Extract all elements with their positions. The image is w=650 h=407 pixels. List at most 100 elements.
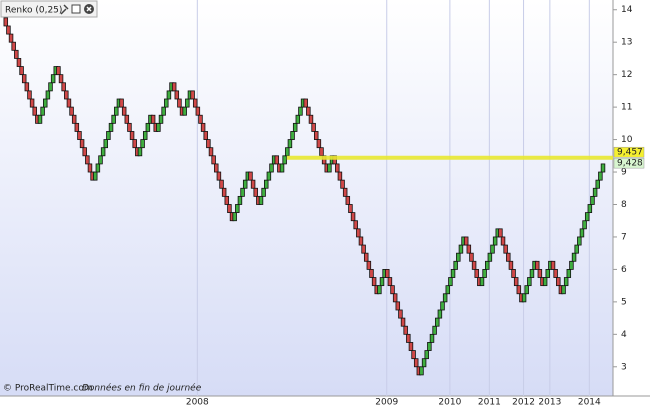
renko-brick [500,236,506,246]
renko-brick [261,187,266,197]
renko-brick [592,187,598,197]
renko-brick [363,252,369,262]
renko-brick [166,90,172,100]
renko-brick [482,269,487,278]
renko-brick [32,106,37,116]
renko-brick [424,350,429,360]
renko-brick [553,269,558,278]
renko-brick [48,82,53,92]
renko-brick [413,358,419,368]
y-tick-label: 10 [621,135,633,145]
renko-brick [129,131,135,140]
close-icon-x [86,6,92,12]
y-tick-label: 6 [621,265,627,275]
support-line [286,155,613,160]
renko-brick [206,139,211,149]
renko-brick [21,74,27,84]
renko-brick [390,285,395,295]
renko-brick [150,114,156,124]
renko-brick [600,163,606,173]
renko-brick [463,236,469,246]
renko-brick [566,269,572,278]
renko-brick [85,155,90,165]
renko-brick [440,301,445,311]
renko-brick [248,171,253,181]
y-tick-label: 14 [621,5,633,15]
renko-brick [45,90,51,100]
price-label: 9,428 [617,159,643,169]
renko-brick [208,147,214,157]
renko-brick [95,163,101,173]
renko-brick [177,98,182,108]
renko-brick [27,90,32,100]
renko-brick [316,139,322,149]
renko-brick [100,147,106,157]
renko-brick [69,106,74,116]
renko-brick [563,277,569,287]
renko-brick [161,106,166,116]
renko-brick [385,269,390,278]
renko-brick [142,131,148,140]
renko-brick [490,244,495,254]
renko-brick [487,252,493,262]
renko-brick [64,90,69,100]
y-tick-label: 7 [621,232,627,242]
renko-brick [366,260,372,270]
renko-brick [353,220,358,230]
renko-brick [485,260,490,270]
renko-brick [395,301,401,311]
renko-brick [587,204,593,214]
renko-brick [232,212,237,222]
renko-brick [403,325,408,335]
renko-brick [61,82,66,92]
renko-brick [450,269,456,278]
renko-brick [471,260,477,270]
renko-brick [164,98,169,108]
renko-brick [513,277,519,287]
renko-brick [377,285,382,295]
renko-brick [43,98,48,108]
renko-brick [421,358,427,368]
y-tick-label: 13 [621,38,632,48]
renko-brick [6,25,11,35]
renko-brick [240,187,245,197]
renko-brick [419,366,424,376]
renko-brick [50,74,56,84]
renko-brick [524,285,529,295]
renko-brick [574,244,579,254]
renko-brick [224,195,230,205]
renko-brick [453,260,458,270]
renko-brick [319,147,324,157]
renko-brick [392,293,398,303]
renko-brick [266,171,272,181]
renko-brick [106,131,111,140]
renko-brick [29,98,35,108]
renko-brick [74,122,80,132]
renko-brick [508,260,514,270]
renko-brick [537,269,543,278]
renko-brick [171,82,177,92]
renko-brick [371,277,377,287]
renko-brick [342,187,348,197]
renko-brick [235,204,240,214]
renko-brick [287,139,293,149]
renko-brick [313,131,319,140]
window-icon[interactable] [71,4,81,14]
renko-brick [56,66,61,76]
renko-brick [516,285,522,295]
renko-brick [335,163,340,173]
renko-brick [108,122,114,132]
settings-icon[interactable] [60,4,69,15]
renko-brick [242,179,248,189]
renko-brick [250,179,256,189]
renko-brick [140,139,145,149]
renko-brick [556,277,561,287]
renko-brick [24,82,30,92]
renko-brick [132,139,137,149]
renko-brick [195,106,201,116]
renko-brick [445,285,451,295]
y-tick-label: 8 [621,200,627,210]
renko-brick [429,333,435,343]
x-tick-label: 2011 [478,398,501,407]
